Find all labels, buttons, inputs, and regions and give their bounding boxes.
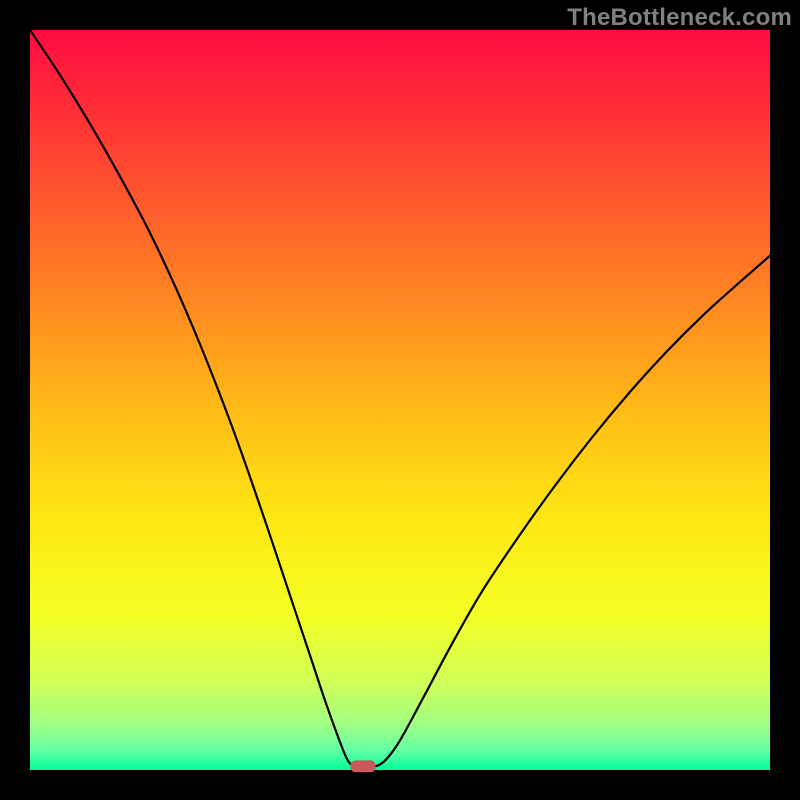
chart-svg bbox=[0, 0, 800, 800]
chart-plot-bg bbox=[30, 30, 770, 770]
bottleneck-chart: TheBottleneck.com bbox=[0, 0, 800, 800]
optimal-point-marker bbox=[350, 760, 375, 772]
watermark-label: TheBottleneck.com bbox=[567, 4, 792, 32]
